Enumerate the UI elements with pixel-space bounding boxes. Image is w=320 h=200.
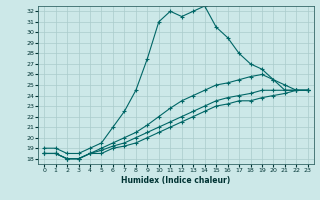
X-axis label: Humidex (Indice chaleur): Humidex (Indice chaleur) bbox=[121, 176, 231, 185]
